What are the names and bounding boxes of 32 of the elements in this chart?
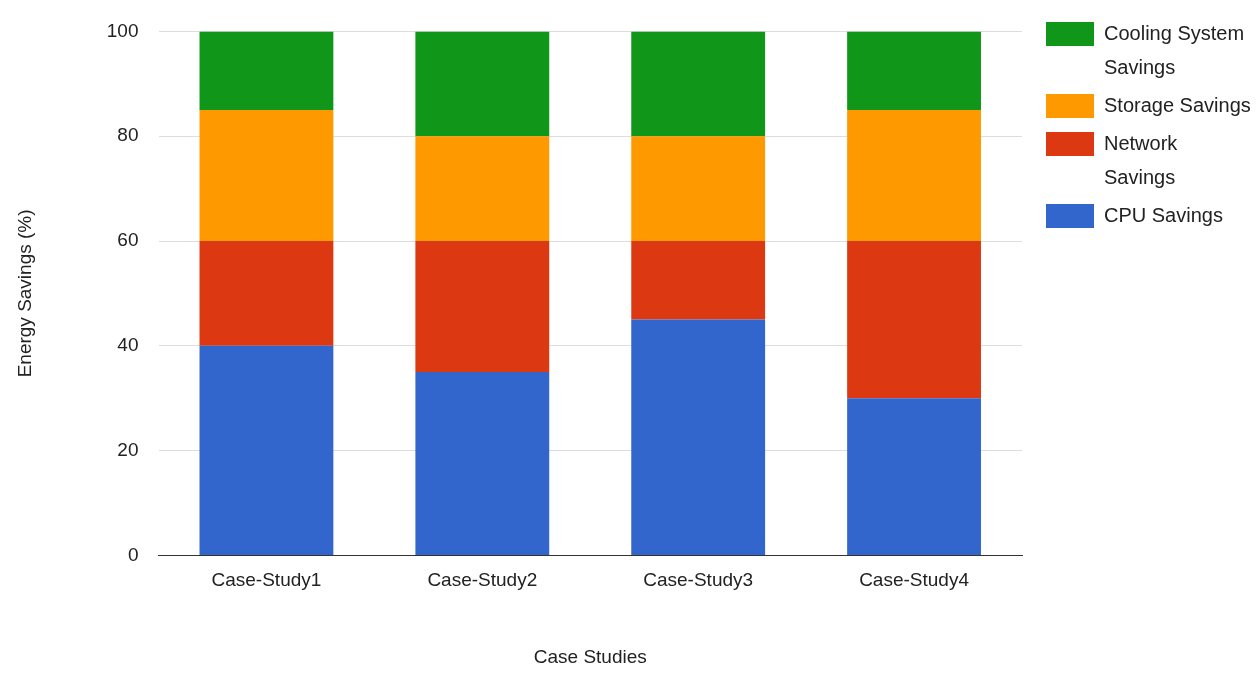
bar [199, 345, 334, 555]
x-tick-label: Case-Study3 [643, 569, 754, 591]
bar [415, 241, 550, 372]
bar [631, 31, 766, 137]
y-tick-label: 100 [106, 19, 139, 41]
bar [847, 31, 981, 110]
y-tick-label: 80 [117, 124, 139, 146]
legend-label: Storage Savings [1104, 93, 1252, 118]
bar [847, 110, 981, 241]
y-tick-label: 40 [117, 334, 139, 356]
x-tick-label: Case-Study4 [859, 569, 970, 591]
y-axis-title: Energy Savings (%) [13, 209, 35, 378]
bar [415, 372, 550, 555]
legend-label: CPU Savings [1104, 203, 1224, 228]
legend-label: Network Savings [1104, 131, 1179, 190]
bar [847, 241, 981, 399]
y-tick-label: 20 [117, 438, 139, 460]
bar [631, 241, 766, 320]
bar [631, 136, 766, 241]
legend-label: Cooling System Savings [1104, 21, 1246, 80]
x-tick-label: Case-Study2 [427, 569, 538, 591]
y-tick-label: 0 [127, 543, 139, 565]
x-axis-title: Case Studies [533, 645, 647, 667]
bar [415, 31, 550, 137]
bar [415, 136, 550, 241]
bar [847, 398, 981, 555]
bar [631, 319, 766, 555]
bar [199, 241, 334, 346]
bar [199, 110, 334, 241]
bar [199, 31, 334, 110]
y-tick-label: 60 [117, 229, 139, 251]
x-tick-label: Case-Study1 [211, 569, 322, 591]
